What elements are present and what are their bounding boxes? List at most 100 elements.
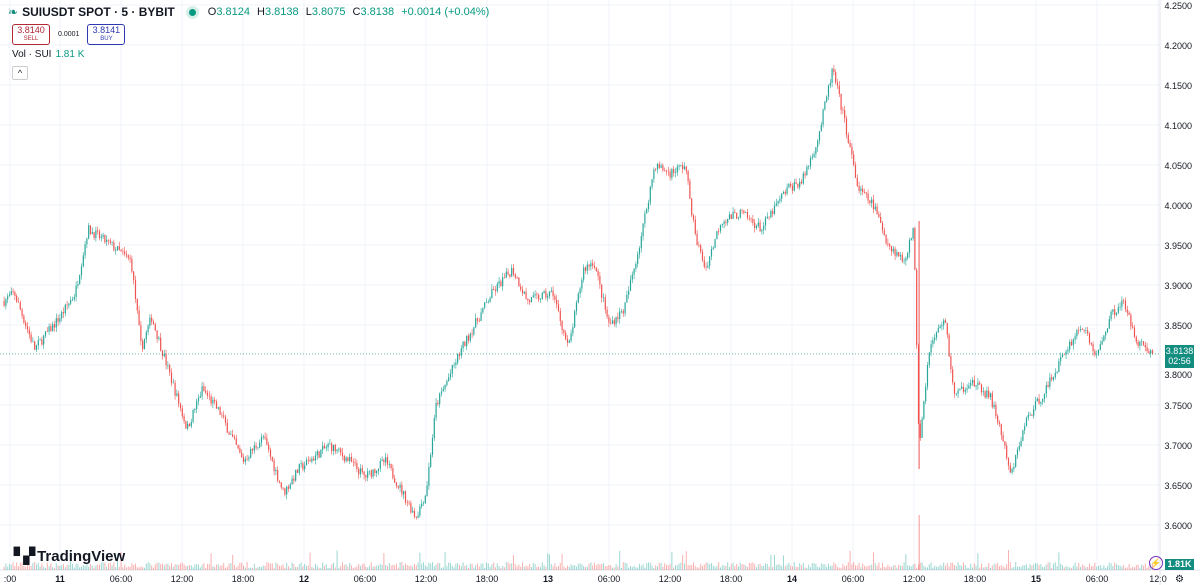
volume-bar <box>73 567 75 570</box>
volume-bar <box>847 562 849 570</box>
volume-bar <box>539 567 541 570</box>
volume-bar <box>602 563 604 570</box>
volume-bar <box>307 565 309 570</box>
candle-body <box>680 165 682 166</box>
candle-body <box>1070 341 1073 346</box>
candle-body <box>1092 344 1094 352</box>
candle-body <box>500 281 502 287</box>
volume-bar <box>854 565 856 570</box>
candle-body <box>185 421 187 429</box>
candle-body <box>1124 300 1127 310</box>
volume-bar <box>365 566 367 570</box>
candle-body <box>466 335 468 347</box>
volume-bar <box>385 564 387 570</box>
volume-bar <box>912 564 914 570</box>
volume-bar <box>991 565 993 570</box>
volume-bar <box>709 564 711 570</box>
candle-body <box>820 124 822 132</box>
volume-bar <box>640 565 642 570</box>
candle-body <box>1090 342 1092 345</box>
volume-bar <box>689 565 691 570</box>
candle-body <box>1052 377 1055 380</box>
candle-body <box>478 320 480 322</box>
candle-body <box>19 302 21 310</box>
volume-bar <box>453 567 455 570</box>
volume-bar <box>219 565 221 570</box>
volume-bar <box>1031 565 1033 570</box>
candle-body <box>183 416 185 422</box>
candle-body <box>503 277 506 278</box>
market-status-icon[interactable] <box>188 8 196 16</box>
x-tick-label: 15 <box>1031 574 1041 584</box>
volume-bar <box>619 550 621 570</box>
candle-body <box>311 458 313 462</box>
volume-bar <box>376 565 378 570</box>
volume-bar <box>719 567 721 570</box>
buy-button[interactable]: 3.8141 BUY <box>87 24 126 45</box>
candle-body <box>586 264 588 271</box>
volume-bar <box>908 565 910 570</box>
candle-body <box>829 82 831 86</box>
sell-button[interactable]: 3.8140 SELL <box>12 24 50 45</box>
candle-body <box>543 291 545 293</box>
candle-body <box>763 225 765 230</box>
candle-body <box>187 423 189 429</box>
candle-body <box>957 390 959 394</box>
volume-bar <box>10 564 12 570</box>
candle-body <box>1128 312 1130 315</box>
candle-body <box>775 203 777 206</box>
volume-bar <box>754 564 756 570</box>
candle-body <box>392 468 394 479</box>
volume-bar <box>575 566 577 570</box>
volume-bar <box>43 566 45 570</box>
candle-body <box>694 219 696 234</box>
collapse-legend-button[interactable]: ^ <box>12 66 28 80</box>
volume-bar <box>12 562 14 570</box>
candle-body <box>979 382 981 385</box>
volume-bar <box>1114 562 1116 570</box>
candle-body <box>1119 306 1121 308</box>
volume-bar <box>259 566 261 570</box>
volume-bar <box>1040 564 1042 570</box>
volume-bar <box>394 565 396 570</box>
candle-body <box>442 388 444 392</box>
candle-body <box>298 464 300 473</box>
candle-body <box>752 218 754 223</box>
lightning-icon[interactable]: ⚡ <box>1149 556 1163 570</box>
volume-bar <box>347 566 349 570</box>
candle-body <box>181 408 183 417</box>
volume-bar <box>649 562 651 570</box>
candle-body <box>595 267 597 271</box>
tradingview-logo[interactable]: ▘▞ TradingView <box>14 547 125 566</box>
candle-body <box>683 166 686 170</box>
candle-body <box>257 447 259 448</box>
volume-bar <box>781 566 783 570</box>
candle-body <box>750 218 752 220</box>
volume-bar <box>860 567 862 570</box>
candle-body <box>525 291 527 299</box>
candle-body <box>320 450 322 458</box>
volume-bar <box>964 564 966 570</box>
candle-body <box>521 289 524 294</box>
candle-body <box>955 393 957 395</box>
volume-bar <box>140 566 142 570</box>
volume-bar <box>878 562 880 570</box>
candle-body <box>331 443 333 452</box>
ohlc-values: O3.8124 H3.8138 L3.8075 C3.8138 +0.0014 … <box>208 6 494 18</box>
candle-body <box>347 457 349 461</box>
candle-body <box>824 101 826 110</box>
volume-bar <box>943 562 945 570</box>
candle-body <box>615 317 617 325</box>
volume-bar <box>892 565 894 570</box>
volume-bar <box>727 562 729 570</box>
volume-bar <box>530 566 532 570</box>
volume-bar <box>1117 565 1119 570</box>
candle-body <box>611 320 614 324</box>
symbol-title[interactable]: SUIUSDT SPOT · 5 · BYBIT <box>22 5 175 19</box>
settings-icon[interactable]: ⚙ <box>1175 574 1184 585</box>
volume-bar <box>1013 567 1015 570</box>
volume-bar <box>673 567 675 570</box>
candle-body <box>367 471 369 478</box>
candle-body <box>874 206 876 210</box>
